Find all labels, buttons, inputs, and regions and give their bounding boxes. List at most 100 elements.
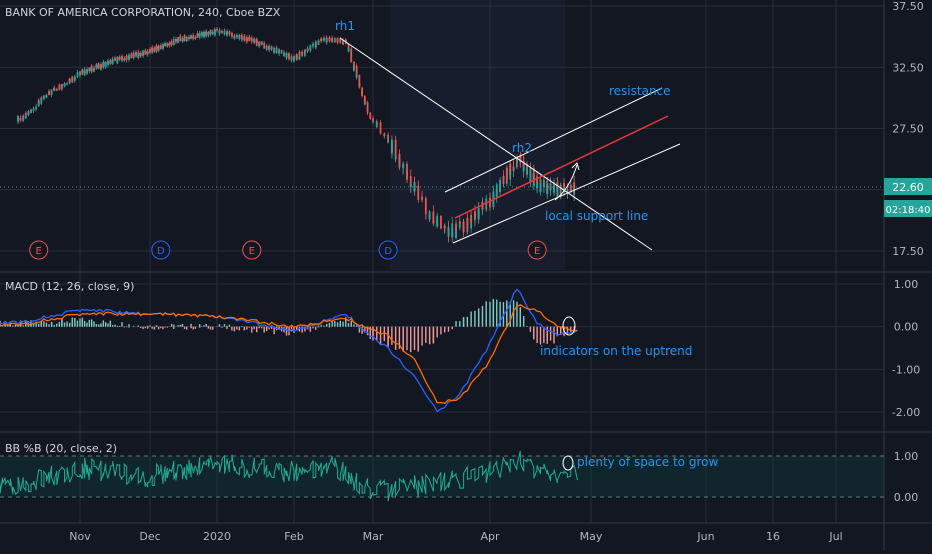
time-axis-tick: Nov — [69, 530, 91, 543]
candle-body — [74, 77, 76, 78]
macd-title: MACD (12, 26, close, 9) — [5, 280, 134, 293]
candle-body — [533, 183, 535, 186]
bb-axis-tick: 0.00 — [894, 491, 919, 504]
annotation-rh1: rh1 — [335, 19, 355, 33]
candle-body — [406, 176, 408, 177]
macd-histogram-bar — [162, 327, 163, 330]
macd-histogram-bar — [406, 327, 407, 351]
macd-axis-tick: 1.00 — [894, 278, 919, 291]
macd-histogram-bar — [323, 326, 324, 327]
macd-histogram-bar — [186, 327, 187, 330]
macd-histogram-bar — [418, 327, 419, 352]
macd-histogram-bar — [154, 327, 155, 330]
candle-body — [478, 208, 480, 219]
candle-body — [268, 46, 270, 50]
macd-histogram-bar — [261, 327, 262, 329]
candle-body — [251, 40, 253, 42]
macd-histogram-bar — [470, 312, 471, 327]
macd-histogram-bar — [100, 325, 101, 327]
candle-body — [246, 39, 248, 41]
candle-body — [91, 68, 93, 72]
candle-body — [530, 168, 532, 172]
candle-body — [387, 141, 389, 142]
candle-body — [140, 53, 142, 56]
macd-histogram-bar — [43, 321, 44, 326]
candle-body — [309, 45, 311, 49]
annotation-resistance: resistance — [609, 84, 671, 98]
macd-histogram-bar — [321, 325, 322, 327]
annotation-bb-note: plenty of space to grow — [577, 455, 718, 469]
macd-histogram-bar — [72, 318, 73, 327]
candle-body — [546, 185, 548, 194]
macd-histogram-bar — [543, 327, 544, 344]
macd-histogram-bar — [526, 326, 527, 327]
macd-histogram-bar — [493, 301, 494, 327]
macd-histogram-bar — [251, 327, 252, 333]
macd-histogram-bar — [459, 321, 460, 327]
macd-histogram-bar — [259, 327, 260, 329]
candle-body — [506, 177, 508, 180]
candle-body — [166, 44, 168, 46]
candle-body — [224, 31, 226, 32]
candle-body — [84, 69, 86, 73]
candle-body — [147, 52, 149, 54]
candle-body — [266, 46, 268, 47]
macd-histogram-bar — [110, 323, 111, 326]
candle-body — [513, 167, 515, 168]
candle-body — [402, 164, 404, 168]
macd-histogram-bar — [244, 327, 245, 331]
macd-histogram-bar — [425, 327, 426, 343]
macd-histogram-bar — [38, 324, 39, 327]
candle-body — [30, 110, 32, 111]
candle-body — [451, 224, 453, 236]
candle-body — [372, 119, 374, 121]
macd-histogram-bar — [53, 325, 54, 327]
candle-body — [485, 199, 487, 200]
macd-histogram-bar — [147, 326, 148, 327]
macd-histogram-bar — [105, 322, 106, 326]
macd-histogram-bar — [318, 327, 319, 328]
macd-histogram-bar — [51, 322, 52, 327]
candle-body — [179, 40, 181, 41]
candle-body — [186, 37, 188, 38]
candle-body — [320, 39, 322, 41]
macd-histogram-bar — [91, 323, 92, 327]
candle-body — [123, 58, 125, 60]
candle-body — [440, 221, 442, 228]
candle-body — [128, 55, 130, 56]
candle-body — [194, 37, 196, 38]
candle-body — [164, 44, 166, 45]
candle-body — [51, 94, 53, 95]
candle-body — [288, 55, 290, 60]
candle-body — [304, 50, 306, 51]
macd-histogram-bar — [329, 323, 330, 327]
macd-histogram-bar — [77, 321, 78, 327]
candle-body — [261, 43, 263, 44]
candle-body — [361, 91, 363, 96]
candle-body — [470, 220, 472, 221]
candle-body — [137, 52, 139, 53]
candle-body — [171, 43, 173, 45]
macd-histogram-bar — [421, 327, 422, 346]
candle-body — [331, 39, 333, 42]
candle-body — [130, 55, 132, 58]
macd-histogram-bar — [540, 327, 541, 345]
macd-histogram-bar — [147, 327, 148, 329]
candle-body — [307, 49, 309, 51]
macd-histogram-bar — [149, 325, 150, 326]
macd-histogram-bar — [124, 327, 125, 328]
event-marker-label: D — [157, 246, 165, 257]
candle-body — [64, 83, 66, 84]
candle-body — [43, 96, 45, 98]
candle-body — [540, 179, 542, 180]
macd-histogram-bar — [219, 324, 220, 326]
candle-body — [197, 37, 199, 38]
candle-body — [112, 59, 114, 60]
candle-body — [253, 39, 255, 42]
candle-body — [216, 29, 218, 30]
candle-body — [496, 184, 498, 195]
macd-axis-tick: -1.00 — [892, 363, 920, 376]
candle-body — [56, 89, 58, 90]
